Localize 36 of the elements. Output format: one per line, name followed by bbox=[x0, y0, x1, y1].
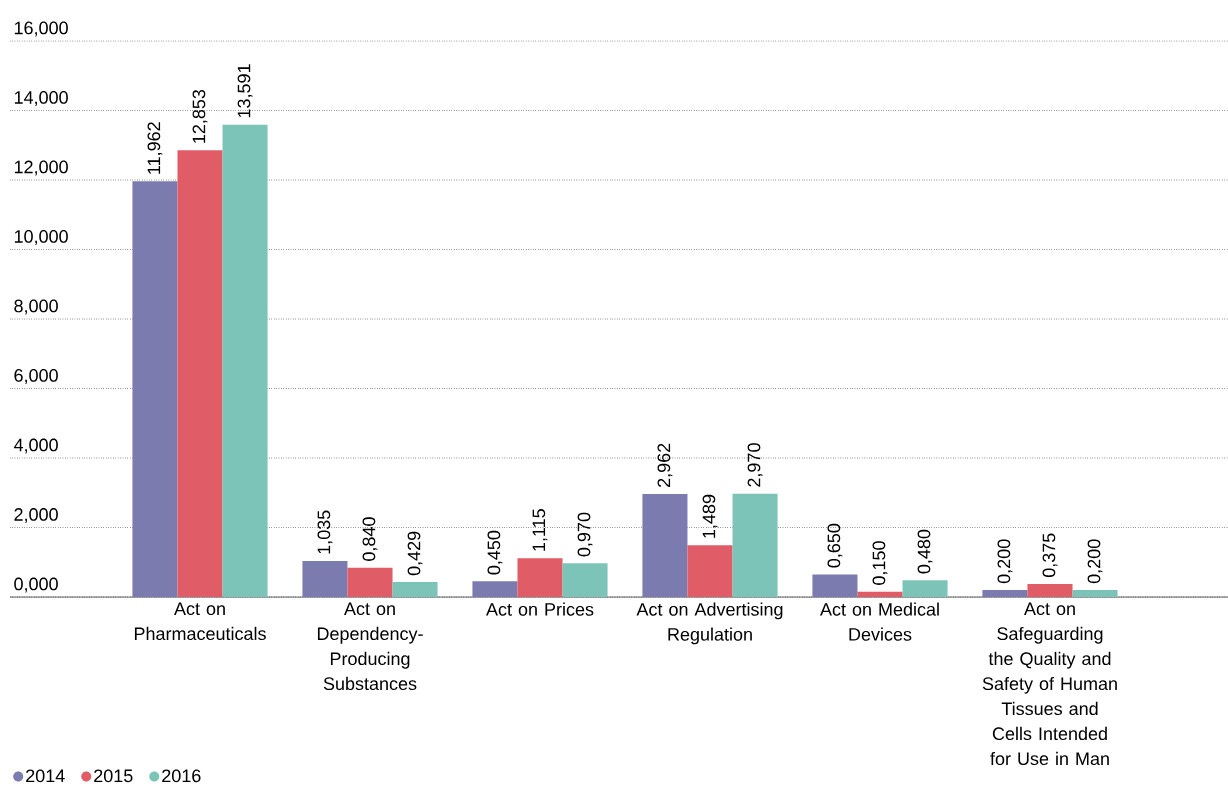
y-tick-label: 2,000 bbox=[14, 508, 58, 523]
data-label: 0,200 bbox=[997, 539, 1013, 584]
data-label: 0,650 bbox=[827, 523, 843, 568]
y-tick-label: 10,000 bbox=[14, 230, 68, 245]
y-tick-label: 8,000 bbox=[14, 299, 58, 315]
data-label: 0,480 bbox=[917, 529, 933, 574]
data-label: 0,375 bbox=[1042, 533, 1058, 578]
legend-label: 2016 bbox=[162, 769, 201, 783]
data-label: 0,429 bbox=[407, 531, 423, 576]
data-label: 2,962 bbox=[657, 443, 673, 487]
data-label: 0,840 bbox=[362, 517, 378, 561]
legend-label: 2014 bbox=[26, 769, 65, 783]
x-tick-label: Act on Dependency-Producing Substances bbox=[317, 602, 423, 691]
x-tick-label: Act on Medical Devices bbox=[820, 602, 939, 641]
data-label: 1,115 bbox=[532, 509, 548, 551]
data-label: 0,150 bbox=[872, 541, 888, 585]
data-label: 0,200 bbox=[1087, 539, 1103, 584]
x-tick-label: Act on Advertising Regulation bbox=[636, 602, 783, 645]
data-label: 2,970 bbox=[747, 443, 763, 487]
data-label: 11,962 bbox=[147, 122, 163, 174]
data-label: 1,489 bbox=[702, 494, 718, 538]
x-tick-label: Act on Prices bbox=[486, 602, 594, 616]
y-tick-label: 0,000 bbox=[14, 577, 58, 593]
x-tick-label: Act on Safeguarding the Quality and Safety of Human Tissues and Cells Intended for Use in Man bbox=[982, 602, 1117, 766]
y-tick-label: 14,000 bbox=[14, 91, 68, 106]
data-label: 0,450 bbox=[487, 530, 503, 575]
y-tick-label: 6,000 bbox=[14, 369, 58, 384]
data-label: 1,035 bbox=[317, 510, 333, 554]
y-tick-label: 4,000 bbox=[13, 438, 58, 454]
legend-label: 2015 bbox=[94, 769, 133, 783]
y-tick-label: 12,000 bbox=[14, 160, 68, 176]
data-label: 12,853 bbox=[192, 89, 208, 143]
y-tick-label: 16,000 bbox=[14, 21, 68, 37]
x-tick-label: Act on Pharmaceuticals bbox=[134, 602, 266, 641]
data-label: 13,591 bbox=[237, 64, 253, 118]
data-label: 0,970 bbox=[577, 512, 593, 557]
